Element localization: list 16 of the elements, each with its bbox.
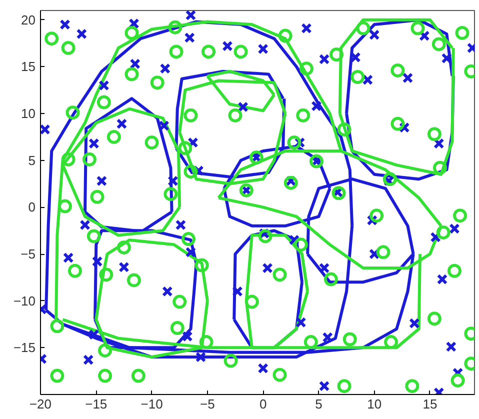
y-tick-label: −10 — [13, 293, 36, 308]
y-tick-label: 5 — [28, 152, 36, 168]
x-tick-label: −15 — [85, 396, 108, 412]
y-tick-label: −5 — [20, 246, 36, 262]
x-tick-label: −5 — [200, 396, 215, 412]
y-tick-label: 10 — [21, 106, 36, 122]
y-tick-label: 15 — [21, 59, 36, 74]
y-tick-label: −15 — [13, 340, 36, 356]
y-tick-label: 0 — [28, 200, 36, 215]
x-tick-label: 15 — [422, 396, 438, 412]
y-tick-label: 20 — [21, 12, 36, 28]
x-tick-label: −20 — [29, 396, 52, 412]
x-tick-label: 5 — [315, 396, 322, 412]
x-tick-label: 10 — [367, 396, 382, 412]
x-tick-label: 0 — [259, 396, 267, 412]
x-tick-label: −10 — [140, 396, 163, 412]
